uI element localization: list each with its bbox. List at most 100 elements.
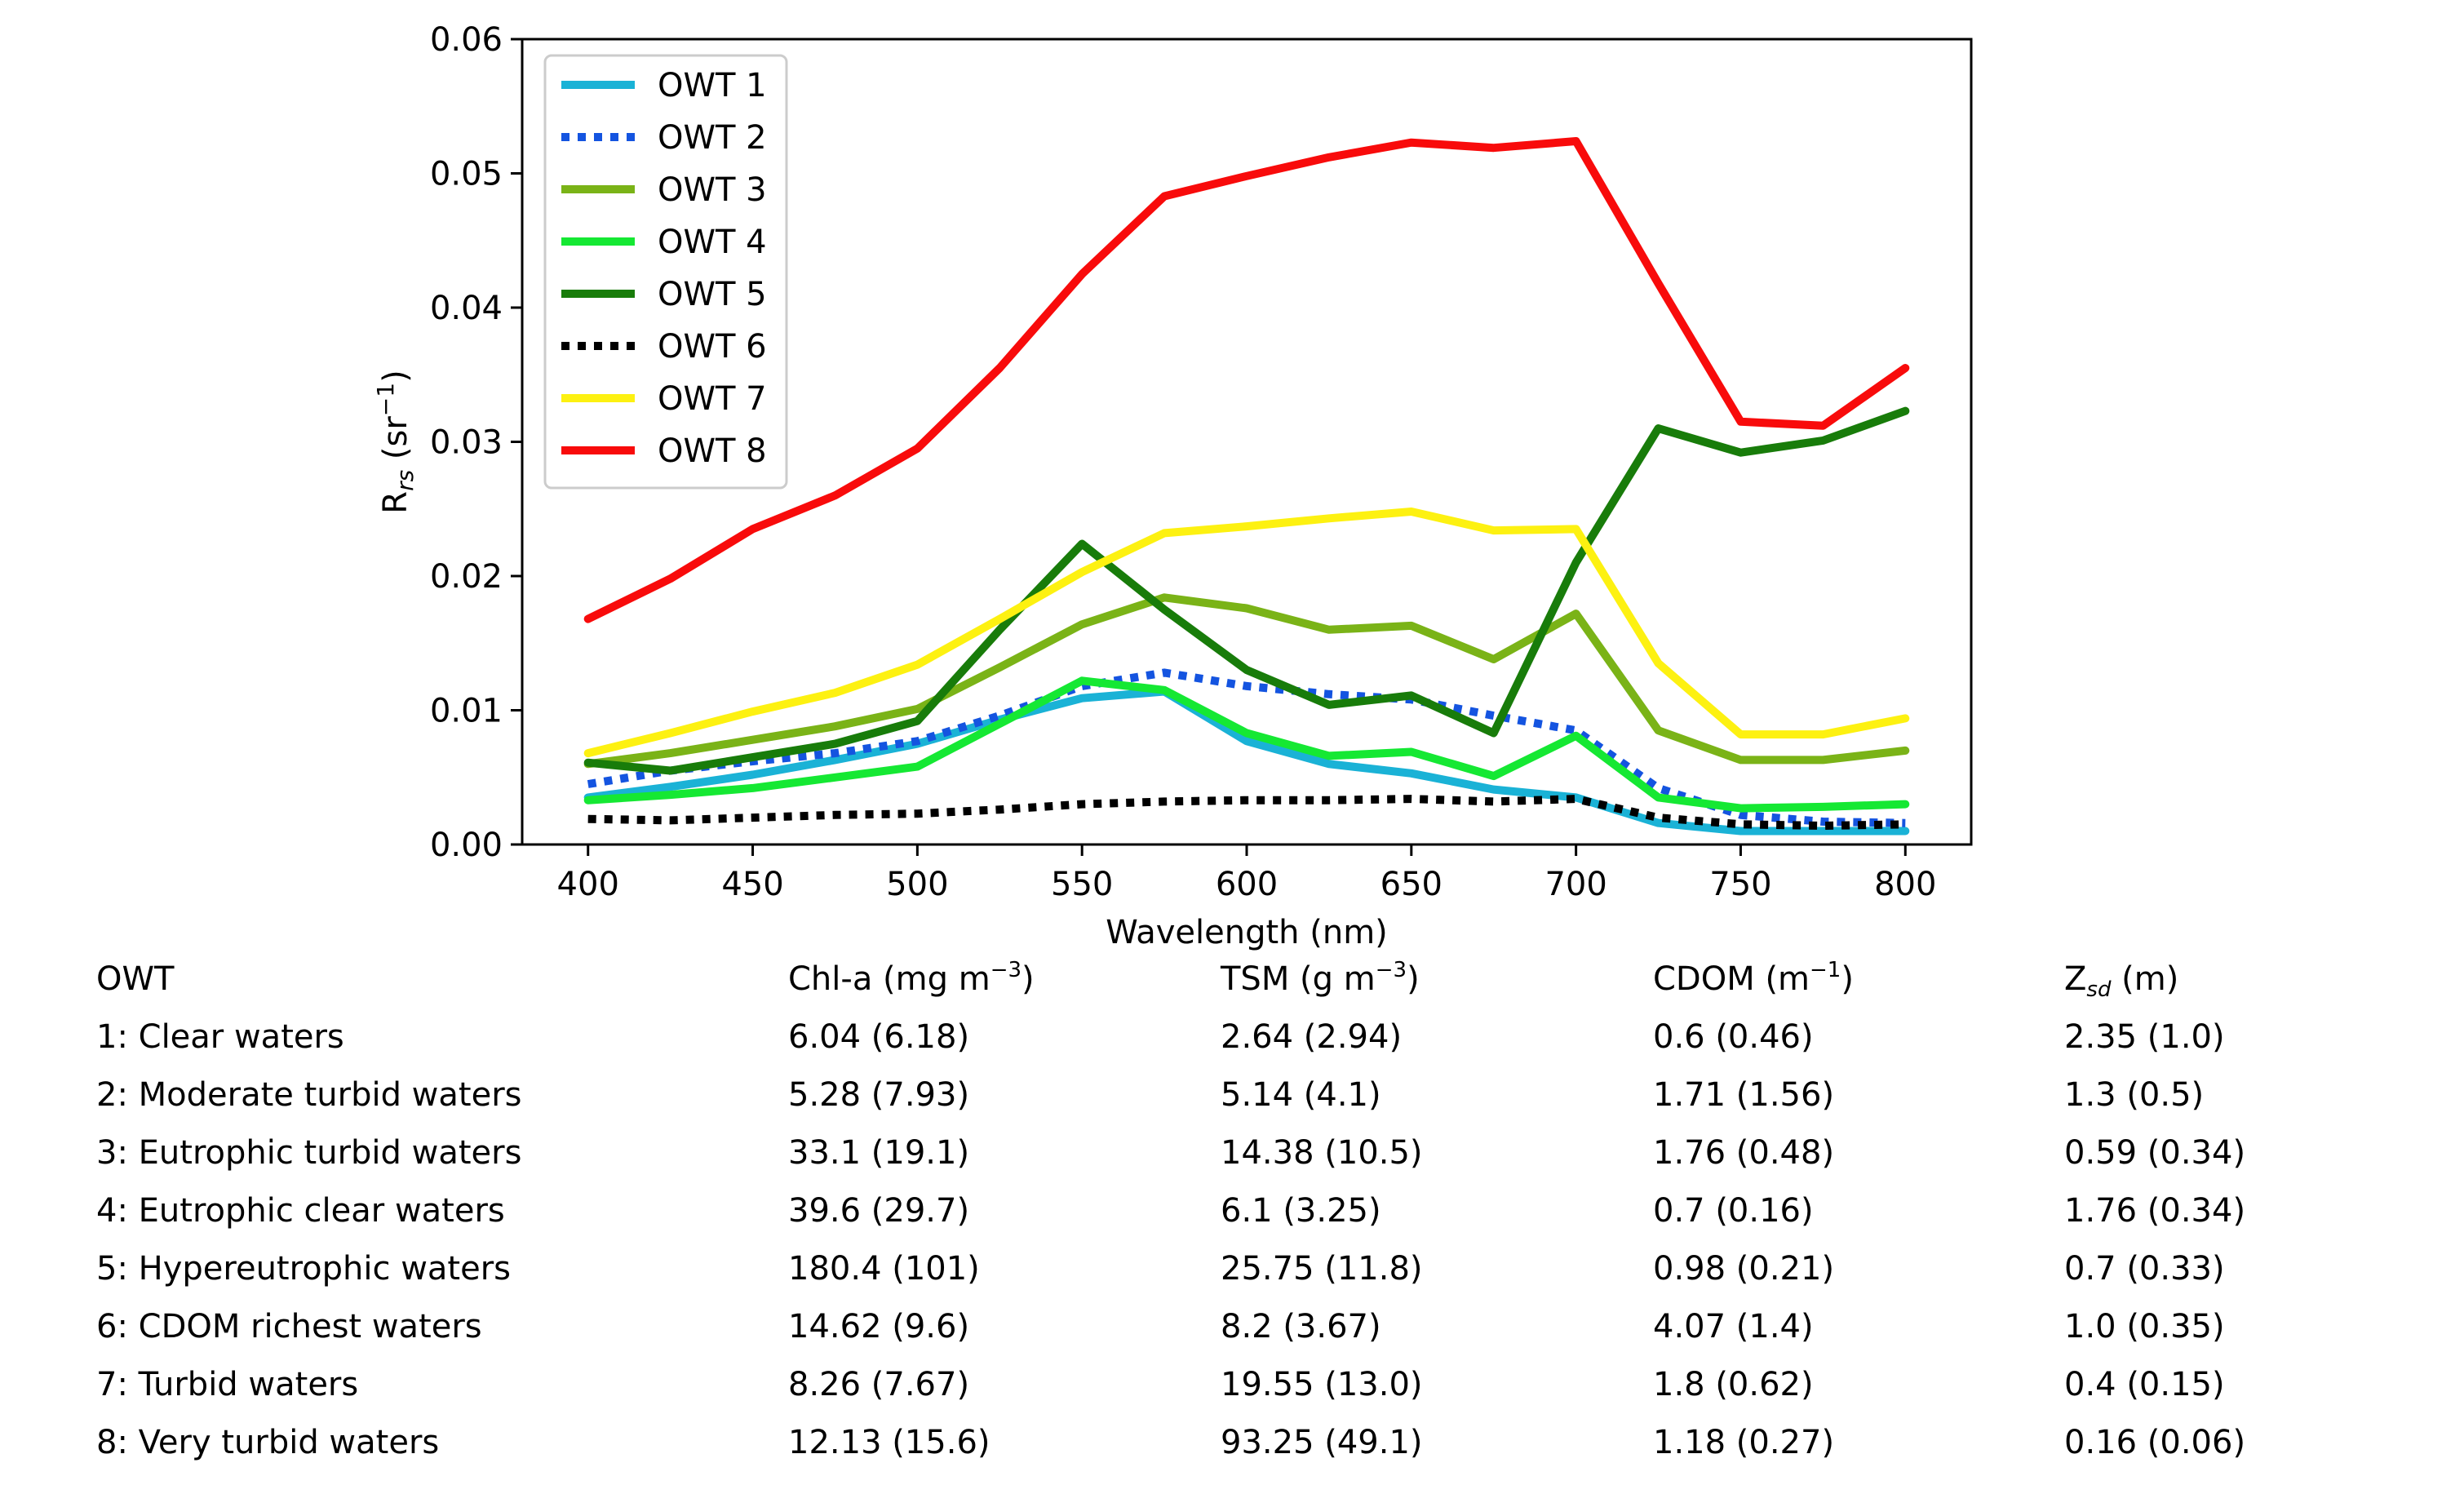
y-axis-label-main: R (377, 491, 414, 514)
table-header-chl-a: Chl-a (mg m−3) (788, 955, 1035, 1008)
x-axis: 400 450 500 550 600 650 700 750 800 (557, 844, 1936, 903)
table-cell-chl-a: 12.13 (15.6) (788, 1424, 990, 1461)
x-axis-label: Wavelength (nm) (1106, 914, 1388, 951)
y-tick-label: 0.04 (430, 290, 503, 327)
y-tick-label: 0.06 (430, 21, 503, 59)
header-tail: (m) (2111, 960, 2179, 998)
table-cell-chl-a: 14.62 (9.6) (788, 1308, 970, 1345)
legend-label-owt-6: OWT 6 (658, 328, 767, 366)
table-cell-zsd: 0.59 (0.34) (2064, 1134, 2246, 1172)
table-cell-tsm: 25.75 (11.8) (1221, 1250, 1423, 1288)
legend: OWT 1 OWT 2 OWT 3 OWT 4 OWT 5 OWT 6 OWT 7 OWT 8 (543, 54, 788, 490)
series-line-owt-3 (583, 593, 1910, 769)
series-line-owt-1 (583, 687, 1910, 836)
header-superscript: −3 (1375, 958, 1407, 982)
table-cell-cdom: 1.71 (1.56) (1653, 1076, 1835, 1114)
x-tick-label: 650 (1380, 866, 1443, 903)
y-tick-label: 0.05 (430, 156, 503, 193)
table-cell-zsd: 0.4 (0.15) (2064, 1366, 2225, 1403)
y-axis: 0.00 0.01 0.02 0.03 0.04 0.05 0.06 (430, 21, 522, 864)
legend-label-owt-3: OWT 3 (658, 171, 767, 209)
table-cell-zsd: 0.7 (0.33) (2064, 1250, 2225, 1288)
table-row: 7: Turbid waters 8.26 (7.67) 19.55 (13.0) 1… (0, 1360, 2464, 1409)
header-text: OWT (96, 960, 175, 998)
x-tick-label: 400 (557, 866, 619, 903)
table-cell-cdom: 0.6 (0.46) (1653, 1018, 1814, 1056)
legend-label-owt-5: OWT 5 (658, 276, 767, 313)
table-cell-tsm: 8.2 (3.67) (1221, 1308, 1381, 1345)
table-cell-cdom: 1.18 (0.27) (1653, 1424, 1835, 1461)
table-cell-owt: 4: Eutrophic clear waters (96, 1192, 505, 1230)
table-row: 6: CDOM richest waters 14.62 (9.6) 8.2 (3.… (0, 1302, 2464, 1351)
header-text: Z (2064, 960, 2087, 998)
series-line-owt-7 (583, 508, 1910, 758)
table-row: 5: Hypereutrophic waters 180.4 (101) 25.75… (0, 1244, 2464, 1293)
x-tick-label: 800 (1874, 866, 1936, 903)
y-axis-label-unit-close: ) (377, 370, 414, 383)
header-text: CDOM (m (1653, 960, 1810, 998)
table-cell-owt: 7: Turbid waters (96, 1366, 359, 1403)
table-header-zsd: Zsd (m) (2064, 955, 2178, 1008)
table-cell-owt: 3: Eutrophic turbid waters (96, 1134, 522, 1172)
reflectance-chart: 400 450 500 550 600 650 700 750 800 0.00 0.01 0.02… (372, 21, 1973, 951)
table-row: 2: Moderate turbid waters 5.28 (7.93) 5.14… (0, 1071, 2464, 1119)
table-cell-owt: 6: CDOM richest waters (96, 1308, 482, 1345)
series-line-owt-4 (583, 676, 1910, 813)
legend-box (543, 54, 788, 490)
table-cell-chl-a: 180.4 (101) (788, 1250, 980, 1288)
y-tick-label: 0.00 (430, 827, 503, 864)
table-row: 1: Clear waters 6.04 (6.18) 2.64 (2.94) 0.6… (0, 1013, 2464, 1062)
table-cell-zsd: 1.76 (0.34) (2064, 1192, 2246, 1230)
header-tail: ) (1021, 960, 1035, 998)
x-tick-label: 500 (886, 866, 948, 903)
table-row: 4: Eutrophic clear waters 39.6 (29.7) 6.1 … (0, 1186, 2464, 1235)
series-layer (583, 137, 1910, 836)
header-subscript: sd (2086, 977, 2112, 1002)
y-tick-label: 0.03 (430, 424, 503, 462)
table-cell-tsm: 2.64 (2.94) (1221, 1018, 1403, 1056)
table-cell-tsm: 14.38 (10.5) (1221, 1134, 1423, 1172)
table-cell-cdom: 0.7 (0.16) (1653, 1192, 1814, 1230)
series-line-owt-2 (587, 668, 1906, 827)
header-text: TSM (g m (1221, 960, 1376, 998)
table-header-tsm: TSM (g m−3) (1221, 955, 1420, 1008)
table-cell-chl-a: 5.28 (7.93) (788, 1076, 970, 1114)
table-cell-cdom: 0.98 (0.21) (1653, 1250, 1835, 1288)
series-line-owt-6 (587, 795, 1906, 830)
table-cell-cdom: 4.07 (1.4) (1653, 1308, 1814, 1345)
x-tick-label: 700 (1544, 866, 1606, 903)
table-header-row: OWT Chl-a (mg m−3) TSM (g m−3) CDOM (m−1) Zs… (0, 955, 2464, 1004)
header-superscript: −1 (1810, 958, 1841, 982)
legend-label-owt-2: OWT 2 (658, 119, 767, 157)
table-cell-tsm: 93.25 (49.1) (1221, 1424, 1423, 1461)
x-tick-label: 450 (721, 866, 783, 903)
table-cell-owt: 8: Very turbid waters (96, 1424, 440, 1461)
table-cell-tsm: 19.55 (13.0) (1221, 1366, 1423, 1403)
y-tick-label: 0.02 (430, 558, 503, 596)
x-tick-label: 550 (1051, 866, 1113, 903)
header-text: Chl-a (mg m (788, 960, 990, 998)
table-cell-chl-a: 8.26 (7.67) (788, 1366, 970, 1403)
table-cell-zsd: 1.3 (0.5) (2064, 1076, 2205, 1114)
y-axis-label: Rrs (sr−1) (372, 370, 419, 513)
x-tick-label: 600 (1216, 866, 1278, 903)
y-axis-label-unit: (sr (377, 416, 414, 470)
table-cell-owt: 1: Clear waters (96, 1018, 344, 1056)
table-header-cdom: CDOM (m−1) (1653, 955, 1854, 1008)
legend-label-owt-8: OWT 8 (658, 432, 767, 470)
table-cell-zsd: 1.0 (0.35) (2064, 1308, 2225, 1345)
y-axis-label-subscript: rs (392, 470, 419, 491)
x-tick-label: 750 (1709, 866, 1771, 903)
table-cell-zsd: 0.16 (0.06) (2064, 1424, 2246, 1461)
y-axis-label-unit-exponent: −1 (372, 383, 399, 416)
table-cell-cdom: 1.8 (0.62) (1653, 1366, 1814, 1403)
table-header-owt: OWT (96, 955, 174, 1004)
legend-label-owt-4: OWT 4 (658, 224, 767, 261)
header-tail: ) (1841, 960, 1854, 998)
header-tail: ) (1407, 960, 1420, 998)
table-cell-chl-a: 39.6 (29.7) (788, 1192, 970, 1230)
table-row: 3: Eutrophic turbid waters 33.1 (19.1) 14.… (0, 1128, 2464, 1177)
table-cell-cdom: 1.76 (0.48) (1653, 1134, 1835, 1172)
table-cell-owt: 5: Hypereutrophic waters (96, 1250, 512, 1288)
table-cell-chl-a: 33.1 (19.1) (788, 1134, 970, 1172)
